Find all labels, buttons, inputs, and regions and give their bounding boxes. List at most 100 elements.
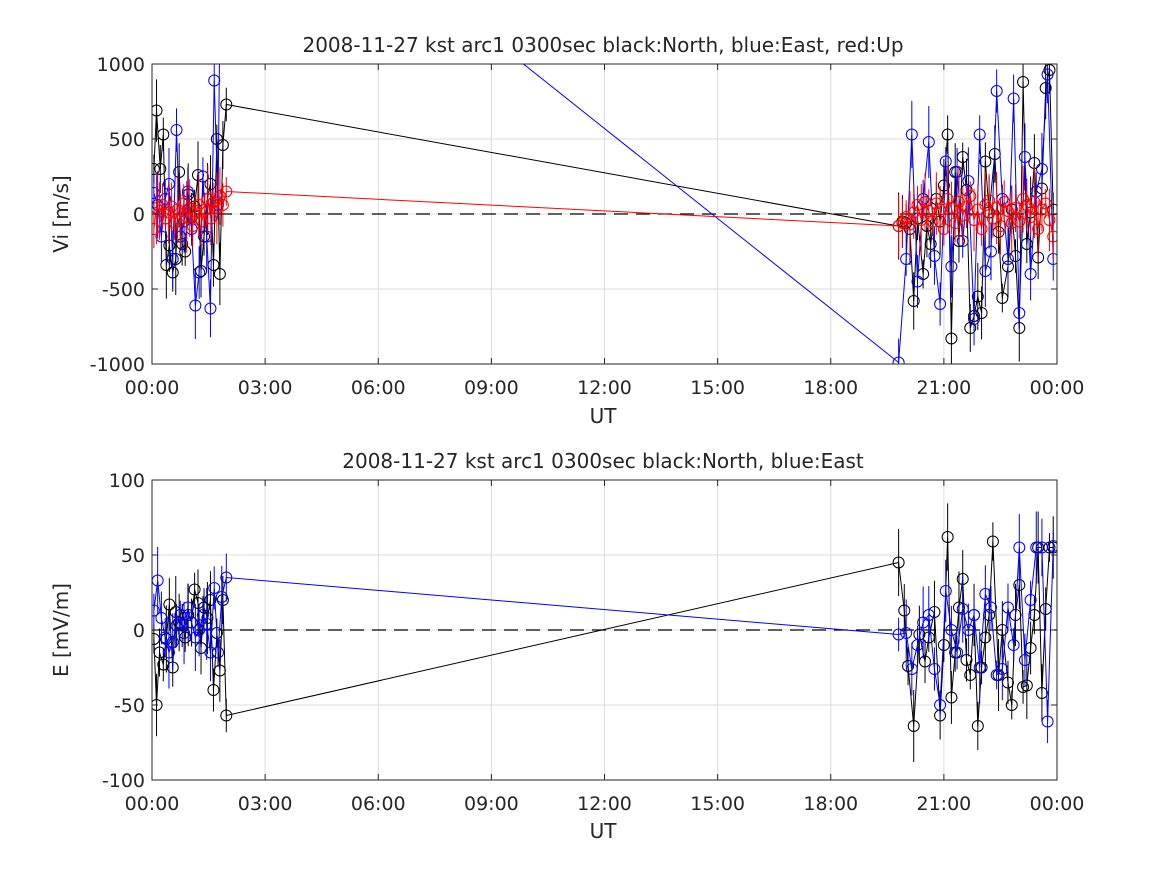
velocity-point-up xyxy=(903,218,916,231)
velocity-point-east xyxy=(979,265,992,277)
efield-point-north xyxy=(152,699,163,711)
efield-point-east xyxy=(152,604,160,617)
velocity-point-east xyxy=(155,230,168,243)
efield-point-north xyxy=(902,660,915,672)
velocity-point-up xyxy=(189,205,202,217)
velocity-point-north xyxy=(157,128,170,141)
velocity-point-north xyxy=(210,133,223,145)
velocity-point-up xyxy=(986,212,999,225)
velocity-x-tick-label: 03:00 xyxy=(238,377,293,399)
efield-series xyxy=(152,503,1057,762)
velocity-point-east xyxy=(1018,151,1031,163)
efield-point-east xyxy=(211,646,224,659)
velocity-point-up xyxy=(1032,223,1045,235)
panel-electric-field: 2008-11-27 kst arc1 0300sec black:North,… xyxy=(49,449,1084,843)
efield-point-east xyxy=(956,603,969,615)
velocity-point-north xyxy=(213,268,226,280)
efield-point-east xyxy=(973,661,986,674)
velocity-x-tick-label: 21:00 xyxy=(916,377,971,399)
efield-point-north xyxy=(179,631,192,644)
efield-point-north xyxy=(907,720,920,732)
efield-point-east xyxy=(1047,540,1057,552)
velocity-point-up xyxy=(1017,193,1030,205)
velocity-point-east xyxy=(951,166,964,178)
efield-x-tick-label: 21:00 xyxy=(916,793,971,815)
efield-point-east xyxy=(1001,601,1014,614)
efield-x-tick-label: 09:00 xyxy=(464,793,519,815)
efield-point-east xyxy=(945,624,958,636)
velocity-point-up xyxy=(975,223,988,235)
velocity-point-up xyxy=(177,197,190,210)
velocity-point-up xyxy=(1013,215,1026,228)
efield-point-east xyxy=(968,609,981,621)
velocity-point-up xyxy=(971,203,984,216)
efield-x-tick-label: 00:00 xyxy=(1030,793,1085,815)
velocity-x-axis-label: UT xyxy=(590,404,618,428)
velocity-point-up xyxy=(945,202,958,214)
velocity-point-up xyxy=(900,211,913,223)
velocity-point-east xyxy=(196,170,209,183)
efield-point-east xyxy=(985,601,998,614)
efield-point-east xyxy=(215,591,228,603)
velocity-point-north xyxy=(192,169,205,181)
velocity-x-ticks: 00:00 03:00 06:00 09:00 12:00 15:00 18:00 21:00… xyxy=(125,64,1085,399)
efield-point-north xyxy=(188,583,201,596)
velocity-point-north xyxy=(163,239,176,252)
velocity-point-north xyxy=(996,292,1009,304)
velocity-point-north xyxy=(160,259,173,271)
velocity-point-east xyxy=(990,85,1003,97)
velocity-point-up xyxy=(892,220,905,232)
efield-point-east xyxy=(178,627,191,639)
velocity-y-tick-label: -500 xyxy=(102,279,145,301)
efield-x-axis-label: UT xyxy=(590,819,618,843)
velocity-point-north xyxy=(907,295,920,307)
efield-point-east xyxy=(189,631,202,644)
velocity-point-east xyxy=(189,299,202,312)
efield-point-north xyxy=(1005,699,1018,711)
efield-point-east xyxy=(170,619,183,632)
velocity-series xyxy=(152,64,1057,364)
efield-point-east xyxy=(185,616,198,629)
velocity-point-up xyxy=(937,223,950,235)
efield-y-tick-label: -50 xyxy=(114,695,145,717)
velocity-point-east xyxy=(170,124,183,136)
velocity-point-east xyxy=(200,230,213,243)
efield-point-north xyxy=(971,720,984,732)
velocity-point-east xyxy=(945,260,958,273)
efield-point-east xyxy=(996,663,1009,675)
velocity-point-up xyxy=(207,196,220,208)
efield-point-east xyxy=(1035,541,1048,554)
velocity-point-north xyxy=(169,253,182,265)
velocity-point-up xyxy=(201,193,214,205)
velocity-x-tick-label: 09:00 xyxy=(464,377,519,399)
efield-point-north xyxy=(160,633,173,645)
velocity-point-up xyxy=(1009,202,1022,214)
velocity-point-east xyxy=(1035,163,1048,175)
velocity-point-up xyxy=(168,217,181,229)
efield-point-east xyxy=(892,628,905,641)
velocity-point-up xyxy=(216,199,229,211)
velocity-series-up xyxy=(152,165,1057,261)
efield-point-east xyxy=(900,627,913,639)
velocity-point-east xyxy=(905,128,918,141)
velocity-x-tick-label: 06:00 xyxy=(351,377,406,399)
velocity-line-up xyxy=(153,190,1054,237)
velocity-point-north xyxy=(945,332,958,345)
efield-point-north xyxy=(207,684,220,696)
velocity-y-tick-label: 500 xyxy=(109,129,145,151)
efield-point-east xyxy=(174,609,187,621)
velocity-point-up xyxy=(1047,230,1057,243)
velocity-point-up xyxy=(922,205,935,217)
velocity-y-tick-label: -1000 xyxy=(90,354,145,376)
efield-point-north xyxy=(192,597,205,609)
efield-y-tick-label: 0 xyxy=(133,620,145,642)
velocity-point-east xyxy=(928,250,941,262)
velocity-x-tick-label: 00:00 xyxy=(1030,377,1085,399)
velocity-point-north xyxy=(152,104,163,117)
velocity-point-north xyxy=(176,238,189,250)
velocity-point-up xyxy=(1005,217,1018,229)
efield-point-east xyxy=(1018,654,1031,666)
efield-point-north xyxy=(986,535,999,548)
efield-point-north xyxy=(204,594,217,606)
